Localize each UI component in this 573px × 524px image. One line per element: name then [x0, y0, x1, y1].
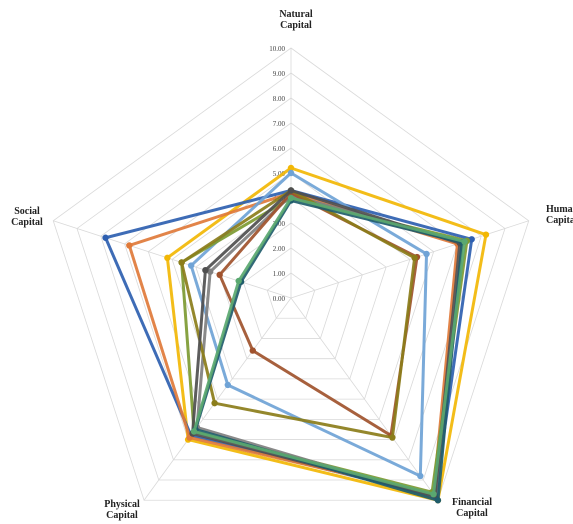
series-line [165, 166, 488, 502]
tick-label: 10.00 [269, 45, 285, 53]
series-7 [178, 187, 418, 441]
tick-label: 3.00 [273, 220, 286, 228]
data-point [102, 234, 109, 241]
data-point [202, 266, 209, 274]
data-point [434, 497, 442, 504]
data-point [190, 428, 198, 435]
tick-label: 0.00 [273, 295, 286, 303]
data-point [287, 164, 295, 172]
data-point [482, 231, 490, 238]
axis-label: Social Capital [11, 206, 43, 228]
series-line [192, 196, 467, 496]
grid-ring [124, 122, 458, 440]
series-3 [187, 169, 430, 480]
data-point [235, 277, 242, 285]
tick-label: 8.00 [273, 95, 286, 103]
data-point [249, 347, 256, 354]
tick-label: 5.00 [273, 170, 286, 178]
tick-label: 6.00 [273, 145, 286, 153]
series-layer [102, 164, 490, 504]
tick-label: 2.00 [273, 245, 286, 253]
data-point [461, 238, 468, 245]
data-point [430, 490, 437, 498]
data-point [178, 259, 185, 266]
series-line [189, 171, 429, 478]
axis-spoke [290, 297, 439, 501]
data-point [211, 399, 218, 407]
tick-label: 9.00 [273, 70, 286, 78]
series-1 [102, 187, 475, 500]
data-point [287, 169, 295, 177]
axis-label: Physical Capital [104, 499, 140, 521]
axis-spoke [143, 297, 292, 501]
data-point [224, 381, 232, 389]
data-point [389, 434, 396, 441]
data-point [287, 194, 295, 202]
series-10 [190, 194, 468, 498]
grid-ring [52, 47, 530, 501]
axis-label: Financial Capital [452, 497, 492, 519]
data-point [126, 242, 133, 249]
data-point [417, 472, 424, 480]
tick-label: 1.00 [273, 270, 286, 278]
grid-ring [76, 72, 506, 481]
grid-ring [242, 247, 340, 339]
grid-ring [195, 197, 387, 380]
axis-label: Natural Capital [279, 9, 313, 31]
data-point [411, 254, 418, 262]
series-line [180, 189, 417, 440]
data-point [423, 250, 430, 258]
axis-spoke [53, 220, 292, 299]
tick-label: 7.00 [273, 120, 286, 128]
axis-spoke [290, 220, 529, 299]
axis-label: HumanCapital [546, 204, 573, 226]
grid-ring [266, 272, 316, 319]
data-point [287, 187, 295, 194]
data-point [187, 262, 195, 269]
series-6 [216, 189, 421, 439]
data-point [216, 271, 223, 279]
grid-ring [219, 222, 363, 360]
data-point [164, 254, 171, 262]
